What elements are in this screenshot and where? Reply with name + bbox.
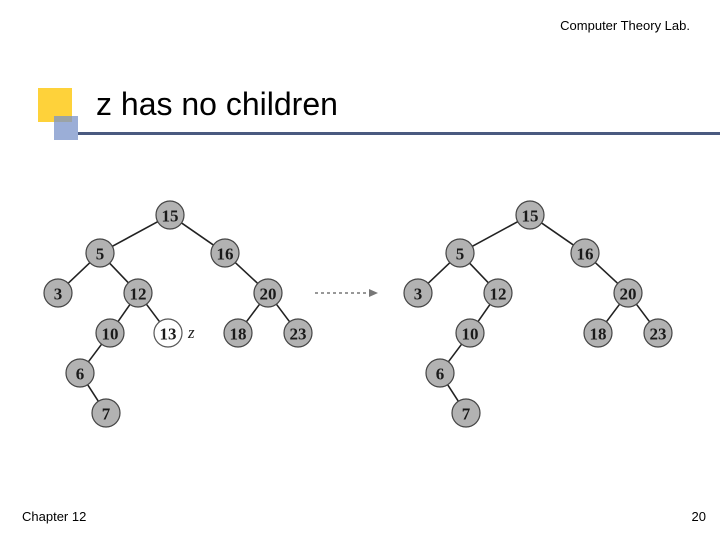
z-annotation: z — [187, 323, 195, 342]
svg-text:18: 18 — [590, 325, 607, 344]
tree-node-5: 5 — [446, 239, 474, 267]
svg-text:15: 15 — [522, 207, 539, 226]
tree-edge — [542, 223, 574, 245]
svg-text:13: 13 — [160, 325, 177, 344]
svg-text:3: 3 — [414, 285, 423, 304]
transition-arrow-head — [369, 289, 378, 297]
tree-node-20: 20 — [254, 279, 282, 307]
tree-node-20: 20 — [614, 279, 642, 307]
tree-node-18: 18 — [224, 319, 252, 347]
tree-edge — [146, 304, 159, 322]
svg-text:16: 16 — [577, 245, 594, 264]
tree-node-13: 13 — [154, 319, 182, 347]
tree-edge — [428, 263, 450, 284]
svg-text:7: 7 — [462, 405, 471, 424]
svg-text:23: 23 — [650, 325, 667, 344]
tree-edge — [276, 304, 289, 322]
header-label: Computer Theory Lab. — [560, 18, 690, 33]
tree-node-10: 10 — [96, 319, 124, 347]
tree-edge — [472, 222, 517, 247]
tree-node-7: 7 — [452, 399, 480, 427]
tree-edge — [88, 385, 99, 402]
tree-edge — [448, 385, 459, 402]
tree-node-16: 16 — [211, 239, 239, 267]
tree-edge — [68, 263, 90, 284]
tree-edge — [606, 304, 619, 322]
tree-edge — [110, 263, 129, 283]
accent-block-secondary — [54, 116, 78, 140]
slide-title: z has no children — [96, 86, 338, 123]
tree-node-6: 6 — [66, 359, 94, 387]
title-underline — [78, 132, 720, 135]
tree-edge — [478, 304, 490, 321]
svg-text:12: 12 — [130, 285, 147, 304]
svg-text:6: 6 — [436, 365, 445, 384]
tree-node-16: 16 — [571, 239, 599, 267]
tree-node-3: 3 — [404, 279, 432, 307]
svg-text:3: 3 — [54, 285, 63, 304]
svg-text:18: 18 — [230, 325, 247, 344]
svg-text:15: 15 — [162, 207, 179, 226]
svg-text:7: 7 — [102, 405, 111, 424]
tree-edge — [470, 263, 489, 283]
svg-text:20: 20 — [620, 285, 637, 304]
tree-diagram: 15 5 16 3 12 20 10 13 18 23 6 7 15 5 16 3 12 20 10 18 23 6 7 z — [30, 185, 690, 445]
svg-text:5: 5 — [96, 245, 105, 264]
tree-edge — [235, 263, 257, 284]
tree-node-18: 18 — [584, 319, 612, 347]
svg-text:5: 5 — [456, 245, 465, 264]
tree-node-3: 3 — [44, 279, 72, 307]
svg-text:16: 16 — [217, 245, 234, 264]
tree-edge — [112, 222, 157, 247]
tree-node-23: 23 — [644, 319, 672, 347]
svg-text:20: 20 — [260, 285, 277, 304]
tree-edge — [88, 344, 101, 362]
svg-text:12: 12 — [490, 285, 507, 304]
tree-edge — [448, 344, 461, 362]
tree-edge — [118, 304, 130, 321]
tree-edge — [595, 263, 617, 284]
tree-node-5: 5 — [86, 239, 114, 267]
tree-node-12: 12 — [484, 279, 512, 307]
svg-text:23: 23 — [290, 325, 307, 344]
tree-node-15: 15 — [156, 201, 184, 229]
footer-page-number: 20 — [692, 509, 706, 524]
tree-node-12: 12 — [124, 279, 152, 307]
tree-edge — [636, 304, 649, 322]
svg-text:10: 10 — [462, 325, 479, 344]
tree-node-7: 7 — [92, 399, 120, 427]
tree-edge — [246, 304, 259, 322]
footer-chapter: Chapter 12 — [22, 509, 86, 524]
tree-node-23: 23 — [284, 319, 312, 347]
tree-edge — [182, 223, 214, 245]
svg-text:10: 10 — [102, 325, 119, 344]
tree-node-10: 10 — [456, 319, 484, 347]
tree-node-15: 15 — [516, 201, 544, 229]
svg-text:6: 6 — [76, 365, 85, 384]
tree-node-6: 6 — [426, 359, 454, 387]
